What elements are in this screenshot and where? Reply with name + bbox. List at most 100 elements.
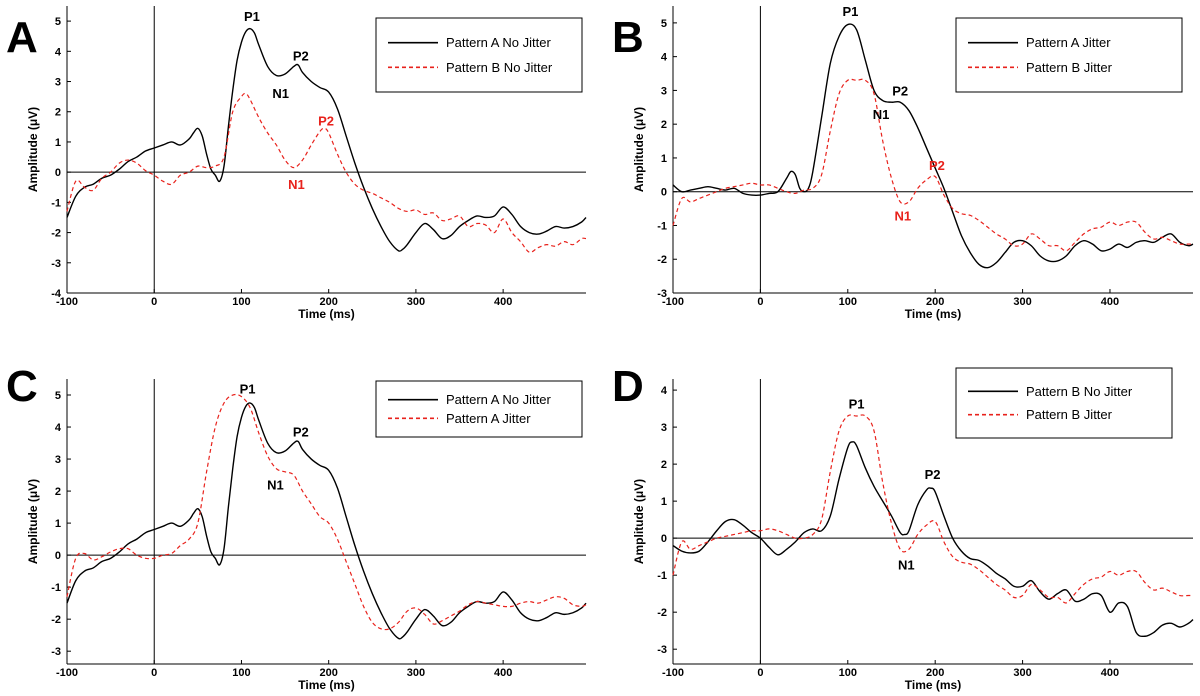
x-tick-label: -100 — [56, 296, 78, 308]
series-line-2 — [66, 92, 587, 253]
peak-label: P2 — [925, 467, 941, 482]
y-tick-label: 0 — [55, 167, 61, 179]
panel-letter: B — [612, 13, 644, 62]
peak-label: N1 — [288, 177, 305, 192]
y-tick-label: -3 — [657, 644, 667, 656]
y-tick-label: 0 — [661, 533, 667, 545]
peak-label: P2 — [892, 83, 908, 98]
series-line-2 — [672, 78, 1193, 252]
x-tick-label: 0 — [151, 667, 157, 679]
x-tick-label: -100 — [56, 667, 78, 679]
panel-letter: A — [6, 13, 38, 62]
y-tick-label: 4 — [55, 46, 62, 58]
panel-a: A -4 -3 -2 -1 0 1 2 3 4 5 -100 0 100 200 300 400 Time (ms… — [6, 6, 587, 321]
panel-letter: D — [612, 362, 644, 411]
peak-label: P2 — [293, 48, 309, 63]
series-line-1 — [66, 402, 587, 640]
y-tick-label: 0 — [661, 187, 667, 199]
x-tick-label: 100 — [839, 667, 857, 679]
y-tick-label: -3 — [51, 646, 61, 658]
peak-label: P1 — [244, 9, 260, 24]
x-axis-label: Time (ms) — [905, 307, 961, 321]
y-tick-label: -2 — [657, 607, 667, 619]
x-axis-label: Time (ms) — [298, 307, 354, 321]
peak-label: N1 — [895, 208, 912, 223]
y-axis-label: Amplitude (μV) — [26, 479, 40, 564]
peak-label: P2 — [318, 113, 334, 128]
x-tick-label: 400 — [1101, 296, 1119, 308]
panel-d: D -3 -2 -1 0 1 2 3 4 -100 0 100 200 300 400 Time (ms) Am… — [612, 362, 1194, 692]
series-line-1 — [672, 441, 1194, 638]
legend-entry: Pattern B Jitter — [1026, 60, 1113, 75]
y-tick-label: -3 — [657, 288, 667, 300]
legend-box — [955, 367, 1173, 439]
y-tick-label: 4 — [661, 52, 668, 64]
peak-label: P1 — [240, 381, 256, 396]
panel-b: B -3 -2 -1 0 1 2 3 4 5 -100 0 100 200 300 400 Time (ms) A… — [612, 4, 1194, 321]
series-line-1 — [672, 23, 1194, 269]
y-tick-label: 1 — [661, 496, 667, 508]
x-axis-label: Time (ms) — [905, 678, 961, 692]
x-tick-label: 0 — [757, 296, 763, 308]
y-tick-label: 2 — [661, 459, 667, 471]
panel-c: C -3 -2 -1 0 1 2 3 4 5 -100 0 100 200 300 400 Time (ms) A… — [6, 362, 587, 692]
x-tick-label: 100 — [232, 667, 250, 679]
legend: Pattern A Jitter Pattern B Jitter — [955, 17, 1183, 93]
peak-label: N1 — [272, 86, 289, 101]
panel-letter: C — [6, 362, 38, 411]
y-axis-label: Amplitude (μV) — [632, 479, 646, 564]
peak-label: N1 — [873, 107, 890, 122]
y-tick-label: 4 — [661, 385, 668, 397]
y-tick-label: -2 — [51, 228, 61, 240]
x-tick-label: 300 — [407, 667, 425, 679]
y-tick-label: 3 — [661, 422, 667, 434]
y-tick-label: -2 — [51, 614, 61, 626]
y-tick-label: 5 — [55, 390, 61, 402]
y-tick-label: 5 — [55, 16, 61, 28]
y-tick-label: 1 — [661, 153, 667, 165]
legend-entry: Pattern B No Jitter — [446, 60, 553, 75]
x-tick-label: -100 — [662, 296, 684, 308]
legend: Pattern A No Jitter Pattern B No Jitter — [375, 17, 583, 93]
legend-box — [955, 17, 1183, 93]
series-line-2 — [66, 393, 587, 631]
peak-label: P1 — [849, 397, 865, 412]
peak-label: P2 — [929, 158, 945, 173]
legend-entry: Pattern B Jitter — [1026, 407, 1113, 422]
legend-entry: Pattern A No Jitter — [446, 35, 551, 50]
x-tick-label: 300 — [1013, 667, 1031, 679]
y-tick-label: 4 — [55, 422, 62, 434]
legend: Pattern A No Jitter Pattern A Jitter — [375, 380, 583, 438]
x-tick-label: 400 — [494, 667, 512, 679]
x-tick-label: 200 — [320, 667, 338, 679]
y-tick-label: -4 — [51, 288, 62, 300]
x-tick-label: 400 — [494, 296, 512, 308]
legend-entry: Pattern A Jitter — [1026, 35, 1111, 50]
y-tick-label: -1 — [51, 582, 61, 594]
x-tick-label: 200 — [926, 296, 944, 308]
y-tick-label: 3 — [55, 77, 61, 89]
x-tick-label: 300 — [1013, 296, 1031, 308]
y-tick-label: 0 — [55, 550, 61, 562]
peak-label: N1 — [267, 477, 284, 492]
y-tick-label: 1 — [55, 137, 61, 149]
series-line-2 — [672, 414, 1193, 604]
x-tick-label: 0 — [757, 667, 763, 679]
y-tick-label: 5 — [661, 18, 667, 30]
x-tick-label: 100 — [232, 296, 250, 308]
legend-entry: Pattern A No Jitter — [446, 392, 551, 407]
x-tick-label: 100 — [839, 296, 857, 308]
y-tick-label: 2 — [661, 119, 667, 131]
y-axis-label: Amplitude (μV) — [632, 107, 646, 192]
legend-box — [375, 380, 583, 438]
y-tick-label: -2 — [657, 254, 667, 266]
legend: Pattern B No Jitter Pattern B Jitter — [955, 367, 1173, 439]
peak-label: P1 — [842, 4, 858, 19]
legend-box — [375, 17, 583, 93]
y-tick-label: -1 — [657, 570, 667, 582]
x-tick-label: -100 — [662, 667, 684, 679]
x-tick-label: 200 — [320, 296, 338, 308]
x-tick-label: 300 — [407, 296, 425, 308]
peak-label: P2 — [293, 425, 309, 440]
